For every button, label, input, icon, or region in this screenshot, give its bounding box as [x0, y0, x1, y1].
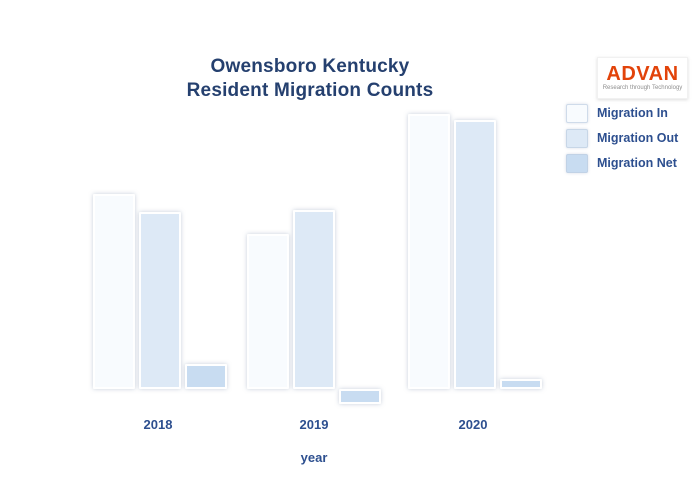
bar-migration-in-2018: [93, 194, 135, 389]
bar-migration-out-2019: [293, 210, 335, 389]
x-tick-2020: 2020: [458, 417, 488, 432]
x-tick-2019: 2019: [299, 417, 329, 432]
legend-swatch-migration-in: [566, 103, 588, 123]
legend-item-migration-net: Migration Net: [566, 153, 678, 173]
bar-migration-in-2020: [408, 114, 450, 389]
x-axis-ticks: 2018 2019 2020: [0, 417, 700, 435]
chart-title-line1: Owensboro Kentucky: [210, 56, 410, 77]
bar-migration-net-2018: [185, 364, 227, 389]
x-tick-2018: 2018: [143, 417, 173, 432]
bar-migration-net-2019: [339, 389, 381, 404]
advan-logo-wordmark: ADVAN: [606, 63, 679, 85]
x-axis-title: year: [300, 450, 328, 465]
legend-label-migration-in: Migration In: [597, 106, 668, 120]
bar-migration-in-2019: [247, 234, 289, 389]
legend-item-migration-out: Migration Out: [566, 128, 679, 148]
legend: Migration In Migration Out Migration Net: [566, 103, 679, 179]
legend-swatch-migration-net: [566, 153, 588, 173]
legend-item-migration-in: Migration In: [566, 103, 678, 123]
legend-label-migration-out: Migration Out: [597, 131, 679, 145]
chart-title-line2: Resident Migration Counts: [186, 80, 434, 101]
bar-migration-out-2018: [139, 212, 181, 389]
bar-migration-out-2020: [454, 120, 496, 389]
legend-label-migration-net: Migration Net: [597, 156, 677, 170]
chart-title: Owensboro Kentucky Resident Migration Co…: [110, 55, 510, 103]
advan-logo: ADVAN Research through Technology: [597, 57, 688, 99]
bar-migration-net-2020: [500, 379, 542, 389]
advan-logo-tagline: Research through Technology: [602, 85, 683, 91]
legend-swatch-migration-out: [566, 128, 588, 148]
